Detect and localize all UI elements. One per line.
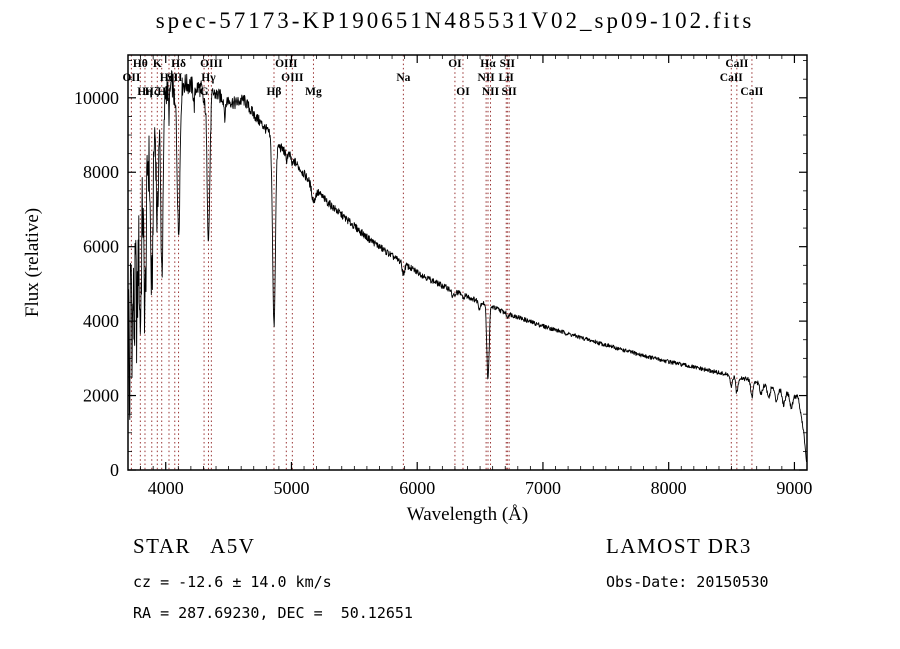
spectral-line-label: Hζ — [145, 85, 159, 98]
spectral-line-label: SII — [167, 72, 183, 84]
spectral-line-label: OIII — [281, 72, 304, 84]
y-tick-label: 0 — [110, 460, 119, 480]
x-tick-label: 4000 — [148, 478, 184, 498]
y-tick-label: 6000 — [83, 237, 119, 257]
spectral-line-label: G — [200, 86, 209, 98]
plot-title: spec-57173-KP190651N485531V02_sp09-102.f… — [155, 8, 755, 33]
cz-value: cz = -12.6 ± 14.0 km/s — [133, 573, 332, 591]
spectral-line-label: Hθ — [133, 58, 148, 70]
spectral-line-label: HeI — [160, 72, 179, 84]
x-tick-label: 7000 — [525, 478, 561, 498]
spectral-line-label: OIII — [275, 58, 298, 70]
spectral-line-label: SII — [501, 86, 517, 98]
plot-frame — [127, 54, 808, 471]
spectral-line-label: Hη — [137, 86, 153, 98]
survey-label: LAMOST DR3 — [606, 534, 752, 558]
spectral-line-label: OII — [122, 72, 140, 84]
spectral-line-label: CaII — [740, 86, 764, 98]
tick-label-group: 4000 5000 6000 7000 8000 9000 0 2000 4000 6000 800… — [74, 88, 812, 498]
axis-tick-group — [128, 55, 807, 471]
spectral-line-label: Hα — [480, 58, 496, 70]
object-class-label: STAR A5V — [133, 534, 256, 558]
spectrum-trace — [127, 70, 807, 462]
y-tick-label: 4000 — [83, 311, 119, 331]
obs-date-value: Obs-Date: 20150530 — [606, 573, 769, 591]
y-axis-title: Flux (relative) — [22, 208, 43, 317]
spectral-line-label: OI — [448, 58, 462, 70]
spectral-line-label: NII — [477, 72, 495, 84]
spectral-line-label: CaII — [720, 72, 744, 84]
x-tick-label: 5000 — [273, 478, 309, 498]
spectral-line-label: K — [153, 58, 162, 70]
spectral-line-label: OI — [456, 86, 470, 98]
spectral-line-label: OIII — [200, 58, 223, 70]
spectral-line-label: Hβ — [266, 86, 281, 98]
x-tick-label: 8000 — [651, 478, 687, 498]
spectral-line-label: H — [157, 86, 166, 98]
y-tick-label: 10000 — [74, 88, 119, 108]
spectral-line-label: Na — [396, 72, 410, 84]
spectral-line-label: NII — [482, 86, 500, 98]
spectral-line-label: LiI — [499, 72, 515, 84]
spectral-line-label: SII — [500, 58, 516, 70]
y-tick-label: 2000 — [83, 386, 119, 406]
coordinates-value: RA = 287.69230, DEC = 50.12651 — [133, 604, 413, 622]
spectral-line-label: CaII — [725, 58, 749, 70]
spectral-line-label: Mg — [305, 86, 322, 98]
spectral-line-label: Hγ — [201, 72, 216, 84]
spectral-line-label: Hδ — [171, 58, 186, 70]
x-tick-label: 6000 — [399, 478, 435, 498]
x-axis-title: Wavelength (Å) — [407, 504, 528, 525]
y-tick-label: 8000 — [83, 162, 119, 182]
x-tick-label: 9000 — [776, 478, 812, 498]
